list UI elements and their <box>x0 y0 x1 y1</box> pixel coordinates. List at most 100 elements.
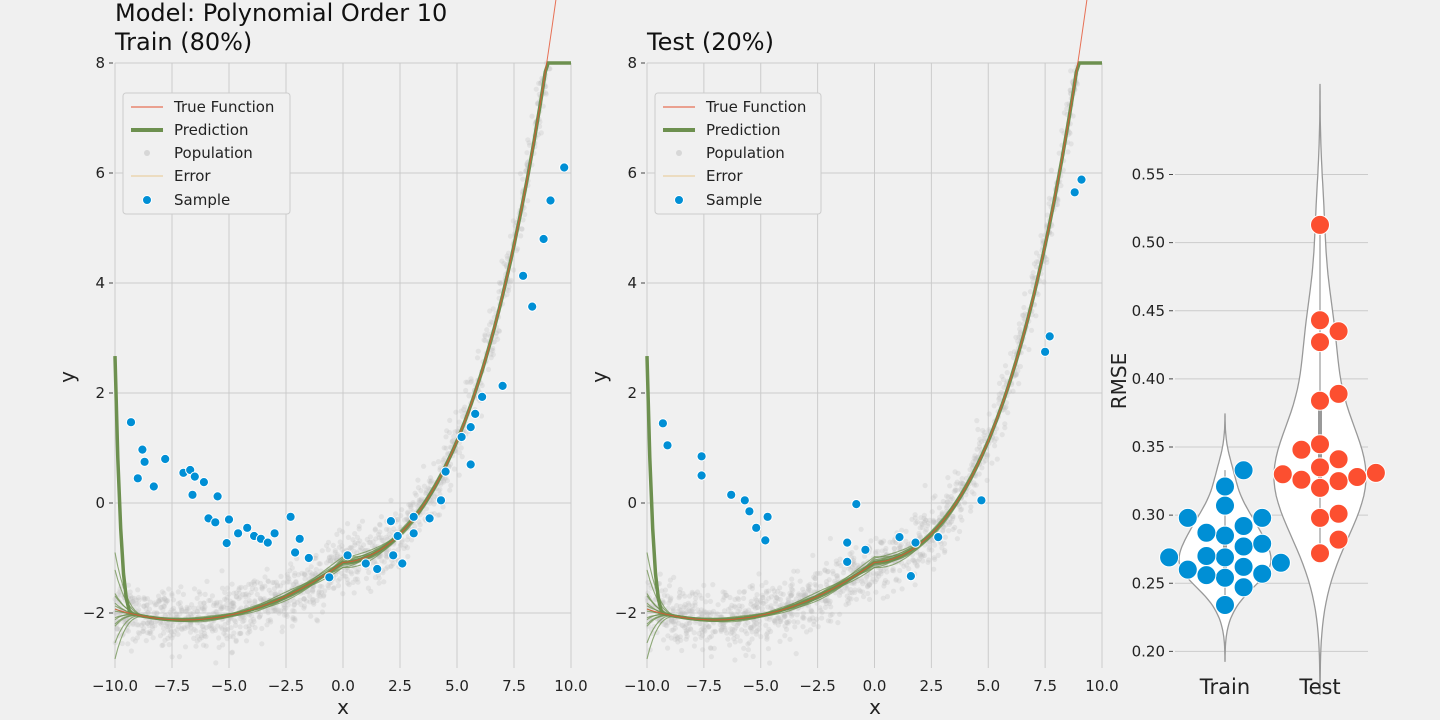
population-point <box>852 589 858 596</box>
population-point <box>271 586 277 592</box>
population-point <box>257 612 264 619</box>
population-point <box>834 573 840 579</box>
population-point <box>229 602 235 608</box>
population-point <box>682 611 688 617</box>
population-point <box>774 615 780 621</box>
population-point <box>916 530 922 537</box>
population-point <box>246 581 252 587</box>
population-point <box>917 551 923 558</box>
population-point <box>1013 372 1019 378</box>
population-point <box>496 328 502 334</box>
population-point <box>750 603 756 610</box>
population-point <box>677 603 684 610</box>
population-point <box>1030 279 1036 285</box>
population-point <box>229 649 235 655</box>
population-point <box>286 576 292 582</box>
population-point <box>402 517 408 523</box>
rmse-point-test <box>1310 543 1330 564</box>
y-tick-label: 6 <box>95 164 105 182</box>
population-point <box>975 426 981 433</box>
population-point <box>265 610 271 616</box>
population-point <box>177 611 183 617</box>
population-point <box>721 608 728 614</box>
population-point <box>248 581 254 587</box>
population-point <box>687 620 693 626</box>
population-point <box>893 577 899 583</box>
population-point <box>707 598 714 605</box>
population-point <box>724 630 730 636</box>
population-point <box>547 66 553 72</box>
population-point <box>768 594 775 600</box>
population-point <box>860 589 866 595</box>
population-point <box>412 523 418 529</box>
population-point <box>824 597 830 603</box>
population-point <box>169 654 175 660</box>
population-point <box>246 598 252 604</box>
sample-point <box>342 550 353 561</box>
population-point <box>909 516 915 522</box>
population-point <box>372 558 378 564</box>
population-point <box>833 561 840 567</box>
population-point <box>357 538 363 544</box>
population-point <box>326 558 332 564</box>
sample-point <box>465 422 476 433</box>
population-point <box>735 608 741 615</box>
sample-point <box>842 556 853 568</box>
population-point <box>856 564 863 570</box>
population-point <box>197 636 203 642</box>
population-point <box>817 570 823 576</box>
test-legend-prediction-label: Prediction <box>706 121 781 139</box>
population-point <box>932 542 938 548</box>
population-point <box>940 528 946 534</box>
population-point <box>191 635 197 642</box>
population-point <box>972 458 978 464</box>
population-point <box>435 512 441 518</box>
population-point <box>742 608 748 614</box>
population-point <box>782 633 788 639</box>
population-point <box>847 590 853 596</box>
population-point <box>669 627 675 633</box>
population-point <box>744 631 750 637</box>
population-point <box>984 477 990 483</box>
population-point <box>496 289 502 295</box>
population-point <box>390 561 396 567</box>
population-point <box>340 591 346 597</box>
population-point <box>704 637 710 643</box>
rmse-panel: 0.200.250.300.350.400.450.500.55 Train T… <box>1107 83 1386 699</box>
population-point <box>279 629 285 635</box>
population-point <box>836 592 843 598</box>
population-point <box>144 630 150 636</box>
population-point <box>258 597 264 603</box>
population-point <box>450 437 456 444</box>
population-point <box>451 466 457 472</box>
population-point <box>822 604 829 611</box>
population-point <box>729 626 736 633</box>
sample-point <box>696 451 707 462</box>
population-point <box>380 538 386 544</box>
population-point <box>222 627 228 633</box>
population-point <box>813 571 819 577</box>
population-point <box>140 628 146 634</box>
population-point <box>678 607 684 614</box>
y-tick-label: 8 <box>95 54 105 72</box>
population-point <box>1026 346 1032 353</box>
population-point <box>524 150 530 156</box>
population-point <box>708 654 715 660</box>
rmse-point-train <box>1159 547 1180 568</box>
population-point <box>388 563 394 570</box>
population-point <box>257 596 264 602</box>
population-point <box>160 620 166 626</box>
population-point <box>668 617 675 623</box>
population-point <box>156 598 162 604</box>
population-point <box>499 280 505 286</box>
sample-point <box>242 522 253 533</box>
population-point <box>490 352 496 358</box>
population-point <box>114 625 120 632</box>
population-point <box>260 597 267 603</box>
population-point <box>645 623 652 629</box>
population-point <box>687 626 694 632</box>
population-point <box>243 591 250 597</box>
population-point <box>195 633 201 639</box>
population-point <box>315 618 321 624</box>
population-point <box>889 539 896 546</box>
